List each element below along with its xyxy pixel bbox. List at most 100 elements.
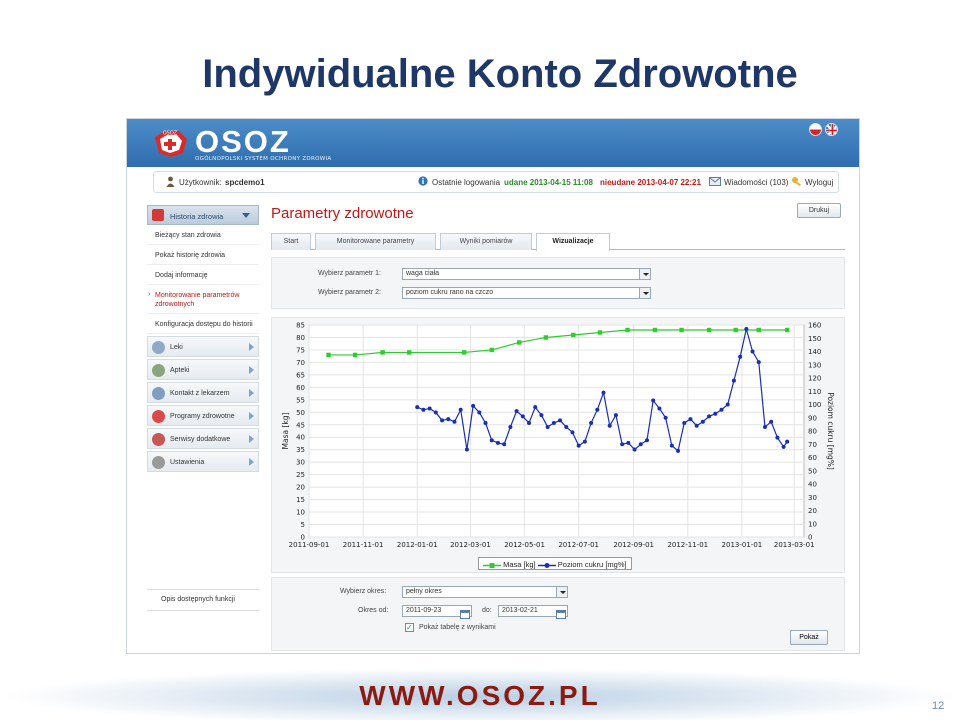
sidebar-active-label: Historia zdrowia <box>170 212 224 221</box>
period-select[interactable]: pełny okres <box>402 586 568 598</box>
slide-title: Indywidualne Konto Zdrowotne <box>202 52 798 96</box>
app-screenshot: OSOZ OSOZ OGÓLNOPOLSKI SYSTEM OCHRONY ZD… <box>126 118 860 654</box>
table-checkbox-label: Pokaż tabelę z wynikami <box>419 624 496 631</box>
dropdown-arrow-icon <box>639 288 650 298</box>
sugar-data-point <box>551 421 556 426</box>
login-fail: nieudane 2013-04-07 22:21 <box>600 178 701 187</box>
logo-emblem-icon: OSOZ <box>155 131 187 157</box>
print-button[interactable]: Drukuj <box>797 203 841 218</box>
sugar-data-point <box>613 413 618 418</box>
show-button[interactable]: Pokaż <box>790 630 828 645</box>
subitem-current-health[interactable]: Bieżący stan zdrowia <box>147 225 259 245</box>
x-tick-label: 2012-11-01 <box>667 541 708 549</box>
tab-monitored[interactable]: Monitorowane parametry <box>315 233 436 250</box>
sugar-data-point <box>620 442 625 447</box>
footer-band <box>0 668 960 720</box>
sugar-data-point <box>440 418 445 423</box>
mass-data-point <box>571 332 576 338</box>
services-icon <box>152 433 165 446</box>
mass-data-point <box>462 350 467 355</box>
user-bar: Użytkownik: spcdemo1 Ostatnie logowania … <box>153 171 839 193</box>
footer-url: WWW.OSOZ.PL <box>359 680 601 711</box>
from-label: Okres od: <box>358 607 389 614</box>
tab-start[interactable]: Start <box>271 233 311 250</box>
bullet-arrow-icon: › <box>148 291 151 298</box>
sugar-data-point <box>769 419 774 424</box>
calendar-icon[interactable] <box>460 606 470 624</box>
mass-data-point <box>489 347 494 353</box>
key-icon[interactable] <box>791 176 803 189</box>
subitem-monitoring-label: Monitorowanie parametrów zdrowotnych <box>155 292 240 308</box>
top-banner: OSOZ OSOZ OGÓLNOPOLSKI SYSTEM OCHRONY ZD… <box>127 119 859 167</box>
polish-flag-icon[interactable] <box>809 123 822 136</box>
pharmacy-icon <box>152 364 165 377</box>
sidebar-item-ustawienia[interactable]: Ustawienia <box>147 451 259 472</box>
sugar-data-point <box>644 438 649 443</box>
sidebar-item-programy[interactable]: Programy zdrowotne <box>147 405 259 426</box>
param1-select[interactable]: waga ciała <box>402 268 651 280</box>
x-tick-label: 2013-03-01 <box>774 541 815 549</box>
sidebar-item-apteki[interactable]: Apteki <box>147 359 259 380</box>
y2-tick-label: 150 <box>808 335 821 343</box>
messages-link[interactable]: Wiadomości (103) <box>724 178 789 187</box>
tab-results[interactable]: Wyniki pomiarów <box>440 233 532 250</box>
sugar-data-point <box>688 417 693 422</box>
sidebar-item-health-history[interactable]: Historia zdrowia <box>147 205 259 225</box>
table-checkbox[interactable]: ✓ <box>405 623 414 632</box>
sidebar-item-serwisy[interactable]: Serwisy dodatkowe <box>147 428 259 449</box>
logout-link[interactable]: Wyloguj <box>805 178 834 187</box>
functions-description-link[interactable]: Opis dostępnych funkcji <box>147 589 259 611</box>
sugar-data-point <box>725 402 730 407</box>
sugar-data-point <box>651 398 656 403</box>
param2-label: Wybierz parametr 2: <box>318 289 381 296</box>
sugar-data-point <box>595 407 600 412</box>
tab-visualizations[interactable]: Wizualizacje <box>536 233 610 251</box>
sugar-data-point <box>731 378 736 383</box>
subitem-monitoring[interactable]: › Monitorowanie parametrów zdrowotnych <box>147 285 259 314</box>
to-date-input[interactable]: 2013-02-21 <box>498 605 568 617</box>
sugar-data-point <box>762 425 767 430</box>
mail-icon[interactable] <box>709 177 721 188</box>
y2-tick-label: 90 <box>808 414 817 422</box>
subitem-access-config[interactable]: Konfiguracja dostępu do historii <box>147 314 259 334</box>
from-date-value: 2011-09-23 <box>406 607 442 614</box>
y-tick-label: 70 <box>296 359 305 367</box>
sugar-data-point <box>607 423 612 428</box>
sidebar-item-kontakt[interactable]: Kontakt z lekarzem <box>147 382 259 403</box>
settings-icon <box>152 456 165 469</box>
x-tick-label: 2011-11-01 <box>343 541 384 549</box>
login-success: udane 2013-04-15 11:08 <box>504 178 593 187</box>
x-tick-label: 2013-01-01 <box>722 541 763 549</box>
sugar-data-point <box>694 423 699 428</box>
sugar-data-point <box>707 414 712 419</box>
subitem-show-history[interactable]: Pokaż historię zdrowia <box>147 245 259 265</box>
param2-select[interactable]: poziom cukru rano na czczo <box>402 287 651 299</box>
sugar-data-point <box>421 407 426 412</box>
from-date-input[interactable]: 2011-09-23 <box>402 605 472 617</box>
english-flag-icon[interactable] <box>825 123 838 136</box>
dropdown-arrow-icon <box>639 269 650 279</box>
y-tick-label: 25 <box>296 471 305 479</box>
x-tick-label: 2011-09-01 <box>289 541 330 549</box>
sidebar: Historia zdrowia Bieżący stan zdrowia Po… <box>147 205 259 611</box>
mass-data-point <box>652 327 658 333</box>
sidebar-item-leki[interactable]: Leki <box>147 336 259 357</box>
legend-sugar-marker <box>537 562 556 568</box>
sugar-data-point <box>514 409 519 414</box>
sugar-data-point <box>626 440 631 445</box>
sugar-data-point <box>713 411 718 416</box>
x-tick-label: 2012-03-01 <box>450 541 491 549</box>
sugar-data-point <box>533 405 538 410</box>
sugar-data-point <box>433 410 438 415</box>
y-tick-label: 75 <box>296 346 305 354</box>
calendar-icon[interactable] <box>556 606 566 624</box>
x-tick-label: 2012-07-01 <box>558 541 599 549</box>
y2-tick-label: 110 <box>808 388 821 396</box>
sugar-data-point <box>527 421 531 426</box>
to-label: do: <box>482 607 492 614</box>
chevron-right-icon <box>249 458 254 466</box>
subitem-add-info[interactable]: Dodaj informację <box>147 265 259 285</box>
y-tick-label: 45 <box>296 421 305 429</box>
chevron-right-icon <box>249 366 254 374</box>
legend-sugar-label: Poziom cukru [mg%] <box>557 560 627 569</box>
